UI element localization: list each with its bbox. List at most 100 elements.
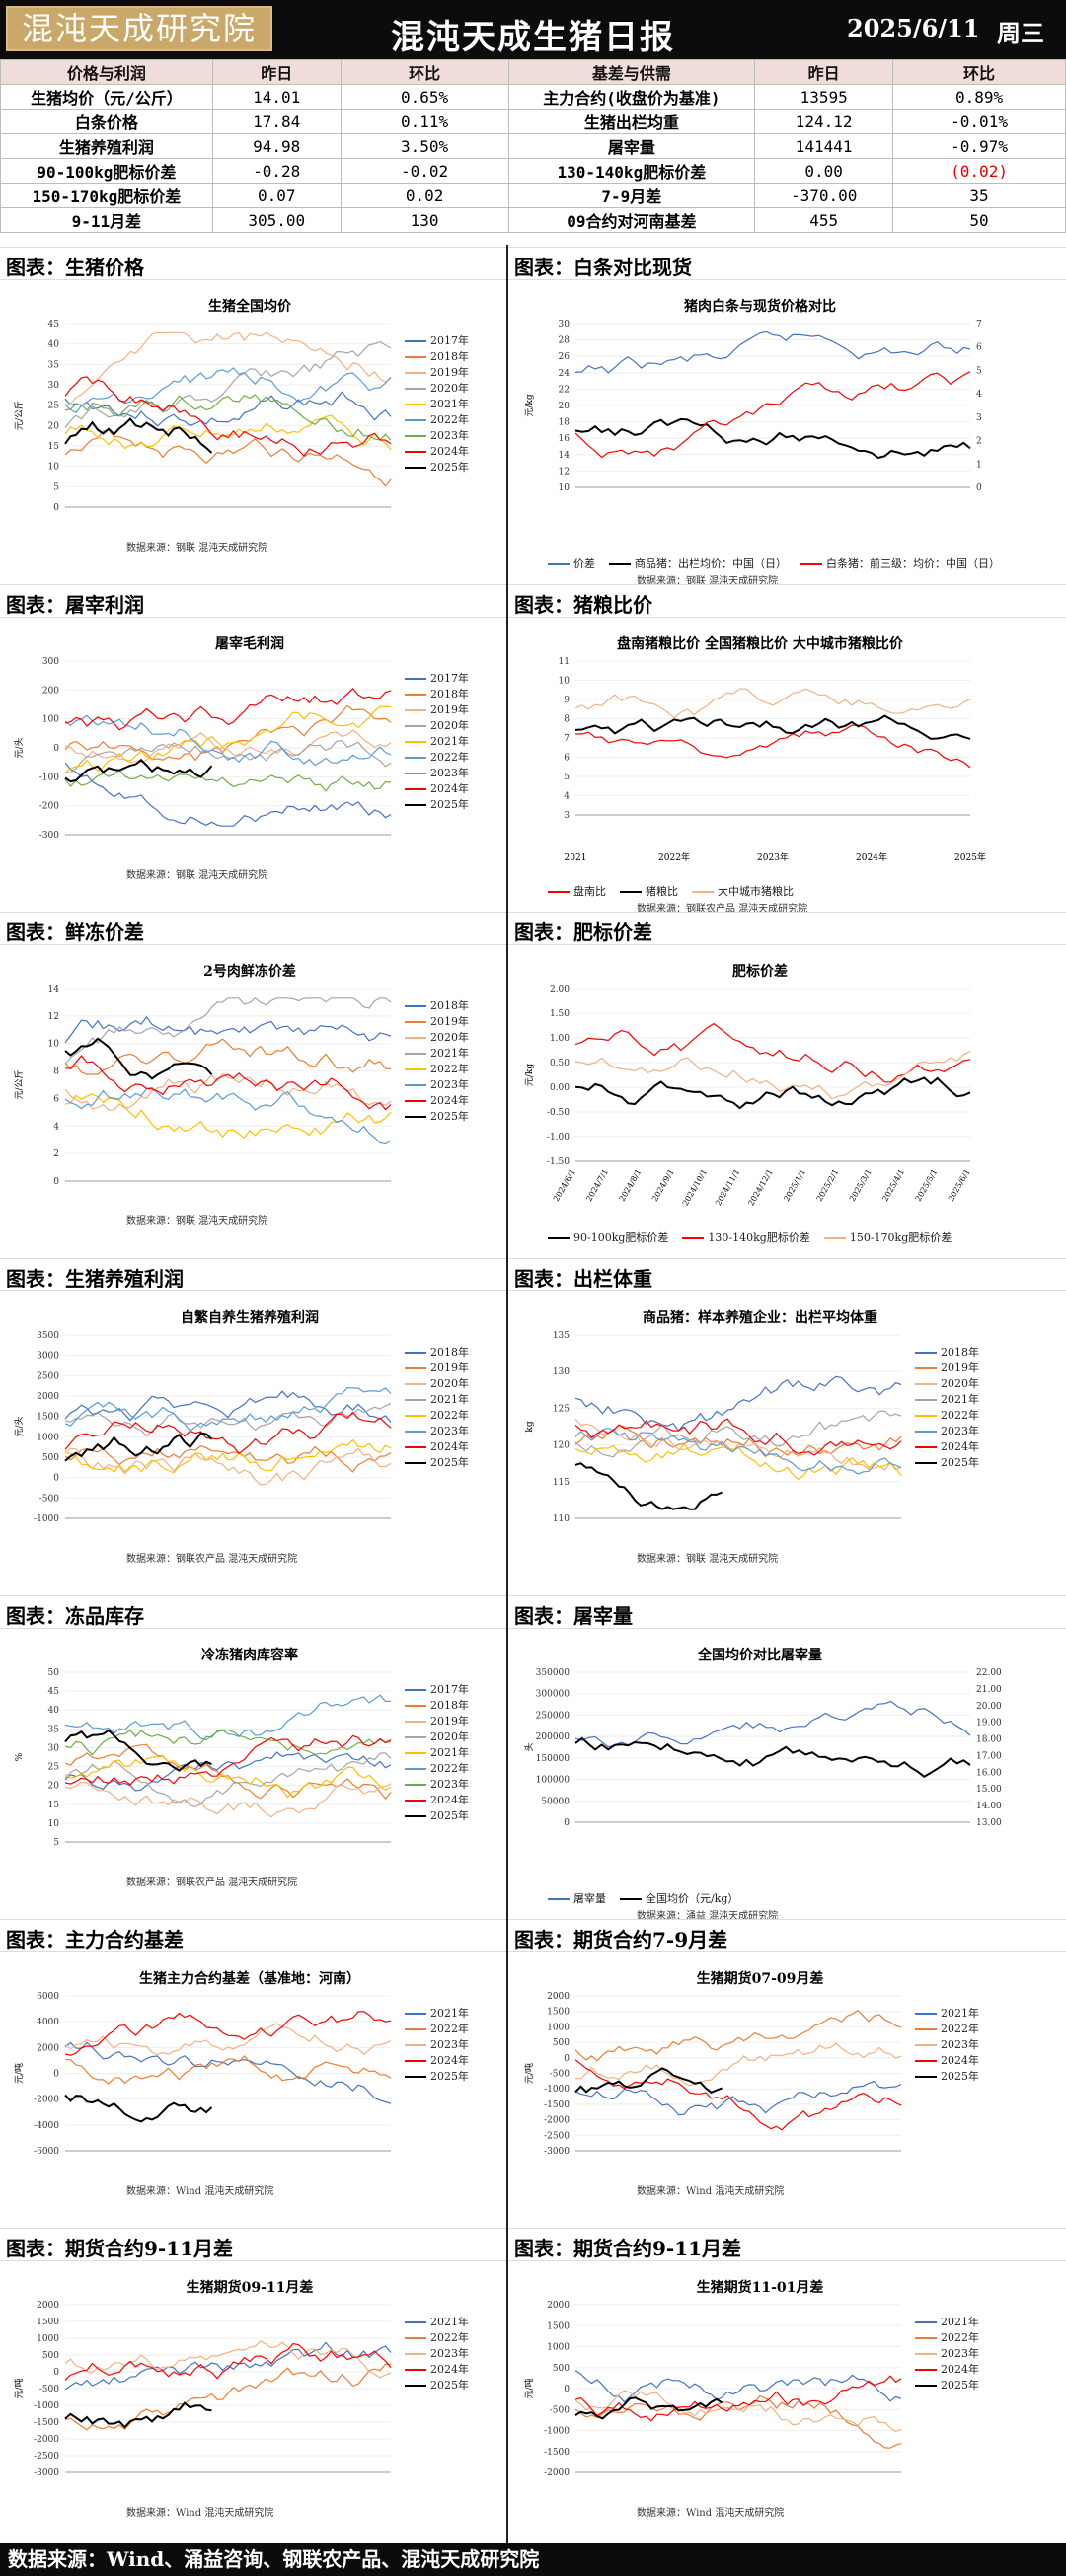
y-tick-label: -1000	[544, 2085, 570, 2095]
legend-swatch	[405, 2060, 426, 2062]
legend-swatch	[405, 709, 426, 711]
chart-plot: 300 200 100 0 -100 -200 -300 元/头	[14, 657, 392, 841]
y-tick-label: 0	[53, 2368, 59, 2378]
y-tick-label: 0	[564, 2385, 570, 2394]
legend-swatch	[405, 1367, 426, 1369]
y-tick-label: 500	[553, 2038, 570, 2048]
chart-plot: 3500 3000 2500 2000 1500 1000 500 0 -500 -1000 元/头	[14, 1331, 392, 1524]
series-line	[64, 391, 392, 427]
section-header-left: 图表：鲜冻价差	[0, 912, 506, 945]
legend-swatch	[405, 757, 426, 759]
legend-label: 2023年	[430, 429, 469, 442]
chart-legend: 2018年 2019年 2020年 2021年 2022年 2023年 2024年 2025年	[915, 1345, 979, 1471]
legend-item: 2023年	[405, 428, 469, 444]
chart-panel: 生猪期货07-09月差 2000 1500 1000 500 0 -500 -1000 -150…	[518, 1956, 1002, 2230]
legend-label: 2021年	[430, 1746, 469, 1759]
section-header-right: 图表：猪粮比价	[508, 584, 1066, 618]
y-axis-label: kg	[525, 1421, 535, 1432]
series-line	[64, 1755, 392, 1799]
series-line	[64, 1781, 392, 1818]
legend-label: 150-170kg肥标价差	[849, 1231, 952, 1244]
series-line	[64, 367, 392, 414]
legend-item: 2019年	[405, 365, 469, 381]
legend-item: 2023年	[405, 1777, 469, 1793]
legend-item: 2024年	[915, 2053, 979, 2069]
y-tick-label: 2000	[547, 2301, 570, 2311]
x-tick-label: 2025/6/1	[947, 1168, 972, 1204]
chart-panel: 自繁自养生猪养殖利润 3500 3000 2500 2000 1500 1000 500 0 -5…	[8, 1295, 492, 1597]
y-tick-label: 12	[559, 467, 570, 477]
y2-tick-label: 15.00	[976, 1785, 1002, 1795]
series-line	[64, 394, 392, 441]
legend-swatch	[405, 467, 426, 469]
legend-label: 2019年	[430, 1715, 469, 1728]
series-line	[574, 688, 971, 719]
legend-swatch	[405, 388, 426, 390]
legend-swatch	[405, 1021, 426, 1023]
x-tick-label: 2025/4/1	[880, 1168, 906, 1204]
legend-swatch	[692, 891, 714, 893]
chart-legend: 2021年 2022年 2023年 2024年 2025年	[915, 2315, 979, 2393]
legend-swatch	[405, 1705, 426, 1707]
y-tick-label: 1.00	[550, 1034, 570, 1044]
legend-item: 2024年	[915, 2362, 979, 2378]
series-line	[574, 2394, 902, 2449]
legend-swatch	[405, 2321, 426, 2323]
legend-swatch	[405, 340, 426, 342]
legend-label: 2019年	[430, 703, 469, 716]
table-cell: 主力合约(收盘价为基准)	[507, 84, 756, 110]
y-tick-label: 120	[553, 1441, 570, 1451]
y-tick-label: 30	[48, 381, 60, 391]
table-cell: 09合约对河南基差	[507, 207, 756, 233]
legend-swatch	[405, 2044, 426, 2046]
legend-item: 2021年	[405, 1046, 469, 1062]
legend-swatch	[915, 2353, 937, 2355]
y2-tick-label: 21.00	[976, 1685, 1002, 1695]
legend-item: 2018年	[405, 1345, 469, 1361]
section-header-right: 图表：白条对比现货	[508, 247, 1066, 280]
series-line	[64, 704, 392, 762]
y-tick-label: 100	[42, 715, 59, 725]
y-tick-label: 0	[53, 1474, 59, 1484]
legend-swatch	[915, 1352, 937, 1354]
chart-plot: 2000 1500 1000 500 0 -500 -1000 -1500 -2000 -2500…	[523, 1992, 902, 2157]
legend-label: 2022年	[941, 2023, 979, 2035]
series-line	[574, 2396, 723, 2420]
series-line	[574, 2390, 902, 2433]
y-tick-label: -1500	[544, 2100, 570, 2110]
y-tick-label: 20	[48, 1782, 60, 1792]
legend-item: 2019年	[405, 1361, 469, 1376]
y-tick-label: 0.00	[550, 1083, 570, 1093]
series-line	[64, 1751, 392, 1792]
legend-swatch	[405, 2385, 426, 2387]
legend-swatch	[915, 1383, 937, 1385]
y2-tick-label: 2	[976, 437, 982, 447]
y-tick-label: 6000	[37, 1992, 59, 2002]
legend-item: 2020年	[915, 1376, 979, 1392]
legend-swatch	[405, 2353, 426, 2355]
legend-label: 2022年	[430, 413, 469, 426]
y-tick-label: 0	[564, 2054, 570, 2064]
legend-swatch	[405, 1116, 426, 1118]
y-axis-label: 元/头	[14, 1416, 25, 1436]
legend-swatch	[405, 2028, 426, 2030]
legend-item: 2017年	[405, 1682, 469, 1698]
col-header: 环比	[892, 59, 1066, 85]
series-line	[64, 414, 392, 451]
series-line	[64, 1752, 392, 1808]
section-title: 图表：猪粮比价	[514, 593, 652, 617]
section-header-left: 图表：主力合约基差	[0, 1919, 506, 1952]
section-header-left: 图表：期货合约9-11月差	[0, 2228, 506, 2261]
y-tick-label: 1500	[37, 1413, 59, 1423]
y-tick-label: 1000	[37, 1433, 59, 1442]
y-tick-label: 1000	[547, 2343, 570, 2353]
legend-swatch	[915, 1399, 937, 1401]
section-title: 图表：出栏体重	[514, 1267, 652, 1290]
y2-tick-label: 16.00	[976, 1768, 1002, 1778]
y-tick-label: 500	[42, 1453, 59, 1463]
legend-swatch	[405, 1431, 426, 1433]
legend-item: 全国均价（元/kg）	[620, 1891, 738, 1907]
table-cell: 141441	[754, 133, 894, 159]
y-tick-label: -500	[39, 2385, 59, 2394]
y-tick-label: 11	[559, 657, 570, 667]
